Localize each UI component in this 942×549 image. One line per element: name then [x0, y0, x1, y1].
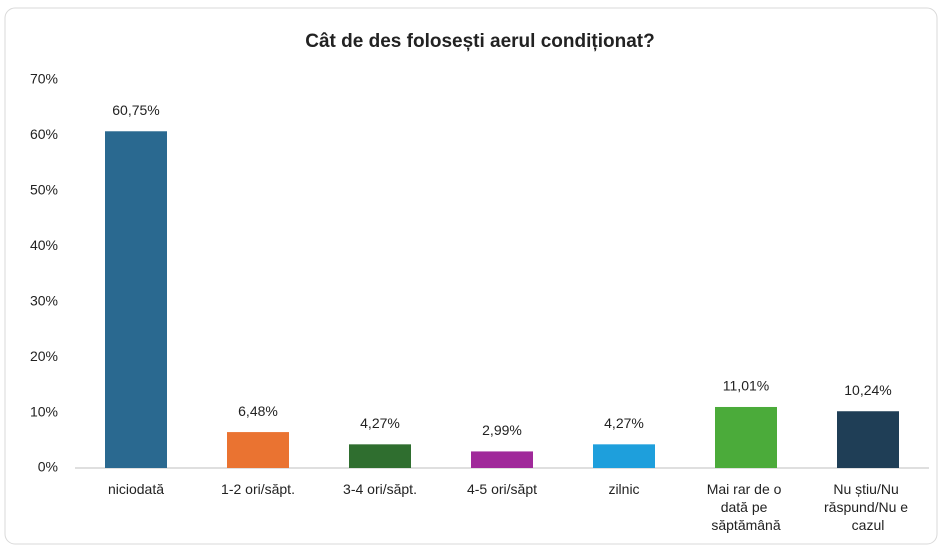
bar: [105, 131, 167, 468]
y-tick-label: 0%: [38, 459, 58, 475]
x-tick-label: 1-2 ori/săpt.: [221, 481, 295, 497]
x-tick-label: Mai rar de o dată pe săptămână: [707, 481, 786, 533]
bar: [715, 406, 777, 468]
y-tick-label: 60%: [30, 126, 58, 142]
data-label: 60,75%: [112, 102, 159, 118]
bar: [837, 411, 899, 468]
data-label: 4,27%: [360, 415, 400, 431]
data-label: 4,27%: [604, 415, 644, 431]
bar: [349, 444, 411, 468]
y-tick-label: 30%: [30, 292, 58, 308]
data-label: 6,48%: [238, 403, 278, 419]
x-tick-label: Nu știu/Nu răspund/Nu e cazul: [824, 481, 912, 533]
chart-title: Cât de des folosești aerul condiționat?: [305, 31, 654, 52]
x-tick-label: 3-4 ori/săpt.: [343, 481, 417, 497]
y-tick-label: 10%: [30, 403, 58, 419]
data-label: 2,99%: [482, 422, 522, 438]
data-label: 10,24%: [844, 382, 891, 398]
x-tick-label: niciodată: [108, 481, 164, 497]
y-tick-label: 20%: [30, 348, 58, 364]
bar: [593, 444, 655, 468]
bar: [227, 432, 289, 468]
chart-frame: [4, 7, 938, 545]
bar: [471, 451, 533, 468]
y-tick-label: 50%: [30, 182, 58, 198]
y-tick-label: 40%: [30, 237, 58, 253]
data-label: 11,01%: [723, 378, 769, 394]
y-tick-label: 70%: [30, 71, 58, 87]
x-tick-label: 4-5 ori/săpt: [467, 481, 537, 497]
x-tick-label: zilnic: [608, 481, 639, 497]
